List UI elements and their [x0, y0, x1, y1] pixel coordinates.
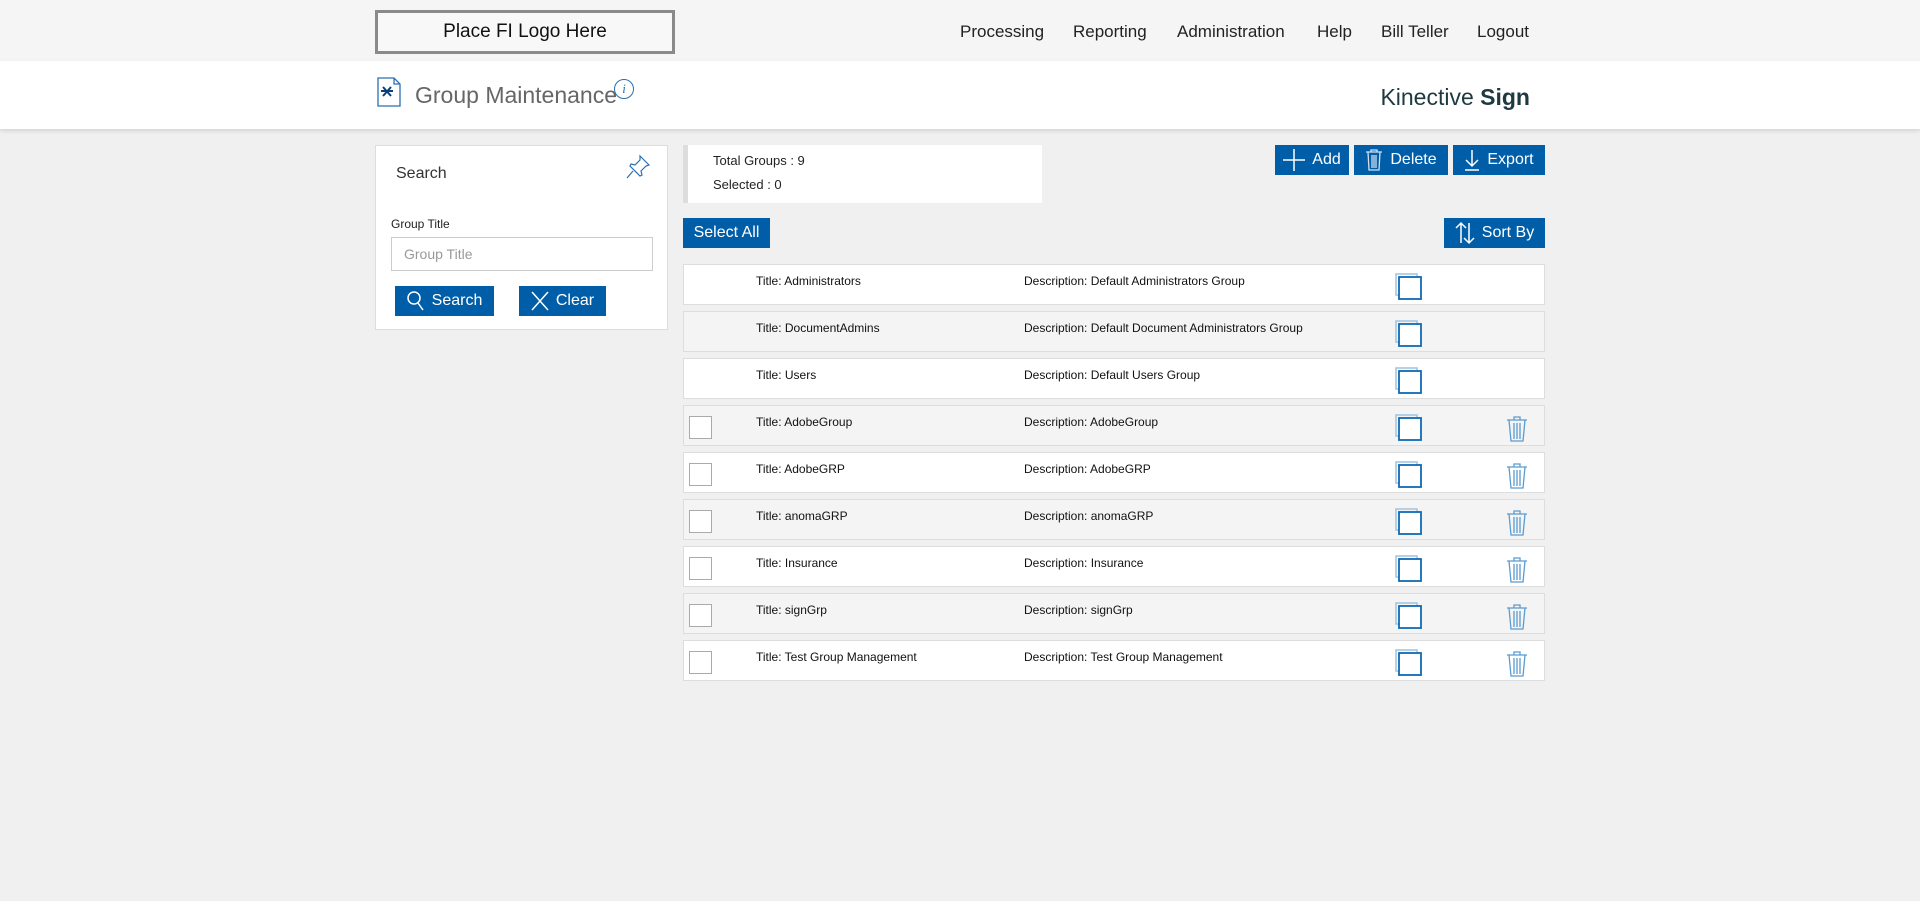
total-groups: Total Groups : 9 — [713, 153, 805, 168]
group-document-icon — [377, 77, 401, 107]
group-title: Title: AdobeGroup — [756, 415, 853, 429]
add-label: Add — [1312, 151, 1341, 168]
search-button-label: Search — [431, 292, 483, 309]
group-row: Title: Test Group Management Description:… — [683, 640, 1545, 681]
row-checkbox[interactable] — [689, 604, 712, 627]
trash-icon[interactable] — [1506, 557, 1528, 583]
copy-icon[interactable] — [1395, 273, 1423, 301]
pin-icon[interactable] — [625, 154, 651, 180]
nav-help[interactable]: Help — [1317, 22, 1352, 41]
trash-icon[interactable] — [1506, 604, 1528, 630]
top-bar: Place FI Logo Here Processing Reporting … — [0, 0, 1920, 61]
group-row: Title: AdobeGroup Description: AdobeGroup — [683, 405, 1545, 446]
delete-label: Delete — [1390, 151, 1437, 168]
group-description: Description: AdobeGroup — [1024, 415, 1159, 429]
group-description: Description: Insurance — [1024, 556, 1144, 570]
group-row: Title: anomaGRP Description: anomaGRP — [683, 499, 1545, 540]
copy-icon[interactable] — [1395, 602, 1423, 630]
group-title: Title: Users — [756, 368, 817, 382]
group-title: Title: anomaGRP — [756, 509, 848, 523]
brand-logo: Kinective Sign — [1380, 84, 1530, 110]
export-label: Export — [1487, 151, 1534, 168]
delete-button[interactable]: Delete — [1354, 145, 1448, 175]
trash-icon[interactable] — [1506, 510, 1528, 536]
group-description: Description: Default Administrators Grou… — [1024, 274, 1245, 288]
clear-button[interactable]: Clear — [519, 286, 606, 316]
trash-icon — [1366, 149, 1383, 171]
close-icon — [531, 291, 549, 311]
group-title: Title: signGrp — [756, 603, 827, 617]
select-all-button[interactable]: Select All — [683, 218, 770, 248]
group-description: Description: Default Users Group — [1024, 368, 1201, 382]
trash-icon[interactable] — [1506, 416, 1528, 442]
copy-icon[interactable] — [1395, 414, 1423, 442]
add-button[interactable]: Add — [1275, 145, 1349, 175]
sort-icon — [1455, 221, 1475, 245]
row-checkbox[interactable] — [689, 416, 712, 439]
row-checkbox[interactable] — [689, 557, 712, 580]
summary-box: Total Groups : 9 Selected : 0 — [683, 145, 1042, 203]
copy-icon[interactable] — [1395, 508, 1423, 536]
row-checkbox[interactable] — [689, 510, 712, 533]
group-title-input[interactable] — [391, 237, 653, 271]
sort-by-button[interactable]: Sort By — [1444, 218, 1545, 248]
nav-reporting[interactable]: Reporting — [1073, 22, 1147, 41]
copy-icon[interactable] — [1395, 320, 1423, 348]
trash-icon[interactable] — [1506, 463, 1528, 489]
search-icon — [406, 291, 424, 311]
group-row: Title: Administrators Description: Defaul… — [683, 264, 1545, 305]
copy-icon[interactable] — [1395, 555, 1423, 583]
group-row: Title: AdobeGRP Description: AdobeGRP — [683, 452, 1545, 493]
nav-user[interactable]: Bill Teller — [1381, 22, 1449, 41]
info-icon[interactable]: i — [614, 79, 634, 99]
copy-icon[interactable] — [1395, 461, 1423, 489]
group-description: Description: Test Group Management — [1024, 650, 1223, 664]
nav-processing[interactable]: Processing — [960, 22, 1045, 41]
group-title: Title: Insurance — [756, 556, 838, 570]
page-header — [0, 61, 1920, 129]
search-panel: Search Group Title Search Clear — [375, 145, 668, 330]
group-row: Title: Insurance Description: Insurance — [683, 546, 1545, 587]
group-title: Title: Test Group Management — [756, 650, 917, 664]
export-button[interactable]: Export — [1453, 145, 1545, 175]
group-description: Description: signGrp — [1024, 603, 1133, 617]
sort-by-label: Sort By — [1481, 224, 1535, 241]
plus-icon — [1283, 149, 1306, 171]
group-row: Title: signGrp Description: signGrp — [683, 593, 1545, 634]
trash-icon[interactable] — [1506, 651, 1528, 677]
group-description: Description: AdobeGRP — [1024, 462, 1151, 476]
group-description: Description: Default Document Administra… — [1024, 321, 1303, 335]
row-checkbox[interactable] — [689, 651, 712, 674]
clear-button-label: Clear — [555, 292, 595, 309]
nav-administration[interactable]: Administration — [1177, 22, 1285, 41]
group-row: Title: Users Description: Default Users G… — [683, 358, 1545, 399]
group-title: Title: DocumentAdmins — [756, 321, 880, 335]
download-icon — [1465, 150, 1480, 171]
nav-logout[interactable]: Logout — [1477, 22, 1529, 41]
search-heading: Search — [396, 165, 447, 182]
page-title: Group Maintenance — [415, 82, 618, 108]
group-row: Title: DocumentAdmins Description: Defaul… — [683, 311, 1545, 352]
group-description: Description: anomaGRP — [1024, 509, 1154, 523]
selected-count: Selected : 0 — [713, 177, 782, 192]
group-title-label: Group Title — [391, 217, 450, 231]
row-checkbox[interactable] — [689, 463, 712, 486]
search-button[interactable]: Search — [395, 286, 494, 316]
copy-icon[interactable] — [1395, 367, 1423, 395]
group-title: Title: AdobeGRP — [756, 462, 845, 476]
group-title: Title: Administrators — [756, 274, 861, 288]
copy-icon[interactable] — [1395, 649, 1423, 677]
fi-logo: Place FI Logo Here — [375, 10, 675, 54]
